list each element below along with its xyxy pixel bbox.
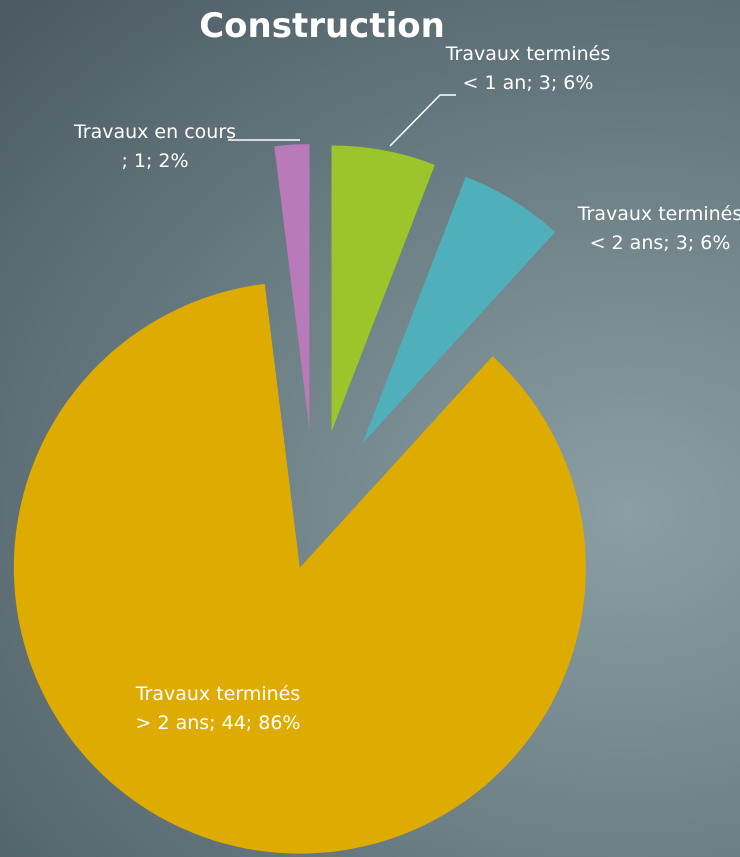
data-label: Travaux terminés > 2 ans; 44; 86% xyxy=(135,683,301,734)
data-label: Travaux en cours ; 1; 2% xyxy=(73,121,237,172)
data-label: Travaux terminés < 1 an; 3; 6% xyxy=(445,43,611,94)
data-label: Travaux terminés < 2 ans; 3; 6% xyxy=(577,203,740,254)
chart-title: Construction xyxy=(199,6,445,46)
pie-slice xyxy=(274,144,310,431)
pie-slice xyxy=(331,145,435,432)
leader-line xyxy=(389,94,456,147)
pie-slice xyxy=(13,283,586,854)
pie-slice xyxy=(362,176,556,444)
